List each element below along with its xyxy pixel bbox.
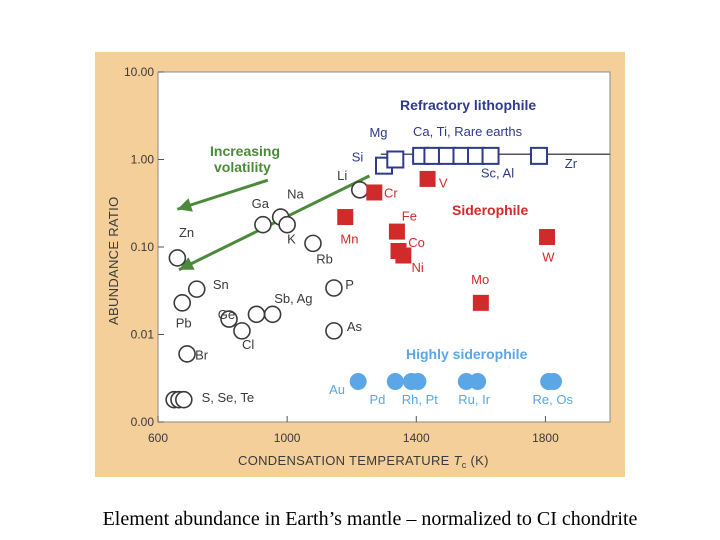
refractory-point: [481, 146, 500, 165]
element-label: Mo: [471, 272, 489, 287]
highly-siderophile-point: [349, 373, 367, 391]
element-label: Rb: [316, 251, 333, 266]
element-label: V: [439, 175, 448, 190]
volatile-point: [278, 215, 296, 234]
refractory-point: [529, 146, 548, 165]
figure-caption: Element abundance in Earth’s mantle – no…: [102, 508, 638, 530]
element-label: Ga: [252, 196, 270, 211]
siderophile-point: [366, 184, 383, 201]
volatile-point: [173, 294, 192, 312]
volatile-point: [187, 280, 206, 298]
element-label: Co: [408, 235, 425, 250]
x-tick-label: 1800: [532, 431, 559, 445]
y-tick-label: 0.10: [131, 240, 155, 254]
volatile-point: [247, 305, 266, 324]
element-label: Cl: [242, 337, 254, 352]
data-points: [165, 146, 562, 409]
element-label: Mg: [369, 125, 387, 140]
element-label: Sn: [213, 277, 229, 292]
element-label: Ca, Ti, Rare earths: [413, 124, 523, 139]
highly-siderophile-point: [469, 373, 487, 391]
volatility-arrow-head: [177, 198, 193, 212]
x-tick-label: 1000: [274, 431, 301, 445]
element-label: Fe: [402, 209, 417, 224]
siderophile-point: [337, 209, 354, 226]
highly-siderophile-point: [545, 373, 562, 391]
volatile-point: [350, 181, 369, 199]
siderophile-point: [388, 223, 405, 240]
element-label: Ni: [411, 260, 423, 275]
element-label: Si: [352, 149, 364, 164]
volatile-point: [168, 249, 187, 267]
element-label: S, Se, Te: [202, 390, 255, 405]
element-label: Rh, Pt: [402, 392, 439, 407]
siderophile-point: [539, 229, 556, 246]
element-label: Ru, Ir: [458, 392, 490, 407]
highly-siderophile-point: [409, 373, 427, 391]
element-label: Zr: [565, 156, 578, 171]
plot-area: [157, 71, 611, 423]
element-label: Pb: [176, 316, 192, 331]
x-tick-label: 1400: [403, 431, 430, 445]
axis-ticks: 600 1000 1400 1800 10.00 1.00 0.10 0.01 0.00: [124, 65, 559, 445]
element-label: Re, Os: [533, 392, 574, 407]
volatile-point: [304, 234, 322, 253]
siderophile-point: [395, 247, 412, 264]
volatile-point: [178, 345, 196, 363]
element-label: As: [347, 319, 363, 334]
volatility-arrow-head: [178, 257, 195, 270]
element-labels: Zn Ga Na K Li Rb Sn Pb Sb, Ag Ge Cl P As Br S, Se, Te M…: [176, 124, 578, 407]
element-label: K: [287, 231, 296, 246]
x-tick-label: 600: [148, 431, 168, 445]
volatile-point: [325, 322, 343, 340]
element-label: Li: [337, 168, 347, 183]
y-tick-label: 0.01: [131, 328, 155, 342]
element-label: Zn: [179, 225, 194, 240]
x-axis-title: CONDENSATION TEMPERATURE Tc (K): [238, 453, 489, 470]
siderophile-point: [472, 294, 489, 311]
element-label: P: [345, 277, 354, 292]
y-axis-title: ABUNDANCE RATIO: [106, 197, 121, 326]
element-label: Na: [287, 186, 304, 201]
volatility-label-line1: Increasing: [210, 143, 280, 159]
y-tick-label: 10.00: [124, 65, 154, 79]
siderophile-point: [419, 170, 436, 187]
element-label: Mn: [340, 231, 358, 246]
group-label-highly-siderophile: Highly siderophile: [406, 346, 528, 362]
volatile-point: [175, 390, 193, 409]
volatile-point: [325, 279, 343, 297]
chart-figure: 600 1000 1400 1800 10.00 1.00 0.10 0.01 0.00 Zn G…: [95, 52, 625, 477]
volatile-point: [254, 215, 272, 234]
y-tick-label: 1.00: [131, 153, 155, 167]
highly-siderophile-point: [386, 373, 404, 391]
volatility-label-line2: volatility: [214, 159, 271, 175]
volatile-point: [233, 322, 251, 340]
volatile-point: [263, 305, 282, 324]
element-label: Br: [195, 347, 209, 362]
group-label-siderophile: Siderophile: [452, 202, 528, 218]
element-label: Au: [329, 382, 345, 397]
element-label: Sc, Al: [481, 166, 514, 181]
element-label: W: [542, 250, 555, 265]
element-label: Sb, Ag: [274, 291, 312, 306]
element-label: Ge: [218, 307, 235, 322]
volatility-arrow-line: [176, 178, 269, 211]
refractory-point: [386, 150, 405, 169]
group-label-refractory: Refractory lithophile: [400, 97, 536, 113]
element-label: Cr: [384, 185, 398, 200]
volatile-point: [220, 310, 238, 328]
element-label: Pd: [369, 392, 385, 407]
y-tick-label: 0.00: [131, 415, 155, 429]
